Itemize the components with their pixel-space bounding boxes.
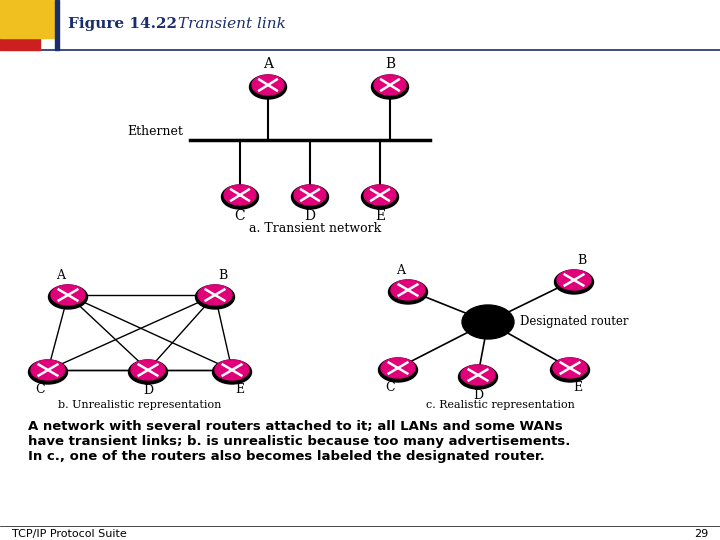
Ellipse shape: [222, 185, 258, 209]
Ellipse shape: [131, 360, 165, 380]
Text: C: C: [35, 383, 45, 396]
Ellipse shape: [224, 185, 256, 205]
Text: E: E: [235, 383, 244, 396]
Bar: [55, 0, 59, 50]
Ellipse shape: [381, 358, 415, 378]
Ellipse shape: [128, 360, 168, 384]
Text: B: B: [218, 269, 228, 282]
Text: D: D: [305, 209, 315, 223]
Ellipse shape: [29, 360, 68, 384]
Ellipse shape: [294, 185, 326, 205]
Text: a. Transient network: a. Transient network: [249, 222, 381, 235]
Text: D: D: [143, 384, 153, 397]
Ellipse shape: [48, 285, 88, 309]
Ellipse shape: [51, 285, 85, 305]
Text: B: B: [385, 57, 395, 71]
Ellipse shape: [215, 360, 249, 380]
Ellipse shape: [372, 75, 408, 99]
Text: Transient link: Transient link: [178, 17, 286, 31]
Ellipse shape: [292, 185, 328, 209]
Text: E: E: [375, 209, 385, 223]
Text: 29: 29: [694, 529, 708, 539]
Text: A: A: [263, 57, 273, 71]
Text: A: A: [396, 264, 405, 277]
Ellipse shape: [461, 365, 495, 385]
Ellipse shape: [554, 270, 593, 294]
Ellipse shape: [364, 185, 396, 205]
Ellipse shape: [459, 365, 498, 389]
Text: D: D: [473, 389, 483, 402]
Ellipse shape: [198, 285, 232, 305]
Ellipse shape: [462, 305, 514, 339]
Text: C: C: [385, 381, 395, 394]
Ellipse shape: [250, 75, 287, 99]
Ellipse shape: [196, 285, 235, 309]
Text: Figure 14.22: Figure 14.22: [68, 17, 177, 31]
Ellipse shape: [551, 358, 590, 382]
Ellipse shape: [391, 280, 425, 300]
Text: A: A: [56, 269, 65, 282]
Bar: [0, 28, 40, 50]
Bar: [0, 0, 55, 38]
Ellipse shape: [212, 360, 251, 384]
Ellipse shape: [389, 280, 428, 304]
Ellipse shape: [252, 75, 284, 95]
Ellipse shape: [553, 358, 587, 378]
Ellipse shape: [31, 360, 65, 380]
Text: b. Unrealistic representation: b. Unrealistic representation: [58, 400, 222, 410]
Text: Designated router: Designated router: [520, 315, 629, 328]
Ellipse shape: [379, 358, 418, 382]
Text: C: C: [235, 209, 246, 223]
Ellipse shape: [374, 75, 406, 95]
Text: TCP/IP Protocol Suite: TCP/IP Protocol Suite: [12, 529, 127, 539]
Text: E: E: [573, 381, 582, 394]
Ellipse shape: [361, 185, 398, 209]
Ellipse shape: [557, 270, 591, 290]
Text: Ethernet: Ethernet: [127, 125, 183, 138]
Text: A network with several routers attached to it; all LANs and some WANs
have trans: A network with several routers attached …: [28, 420, 570, 463]
Text: c. Realistic representation: c. Realistic representation: [426, 400, 575, 410]
Text: B: B: [577, 254, 586, 267]
